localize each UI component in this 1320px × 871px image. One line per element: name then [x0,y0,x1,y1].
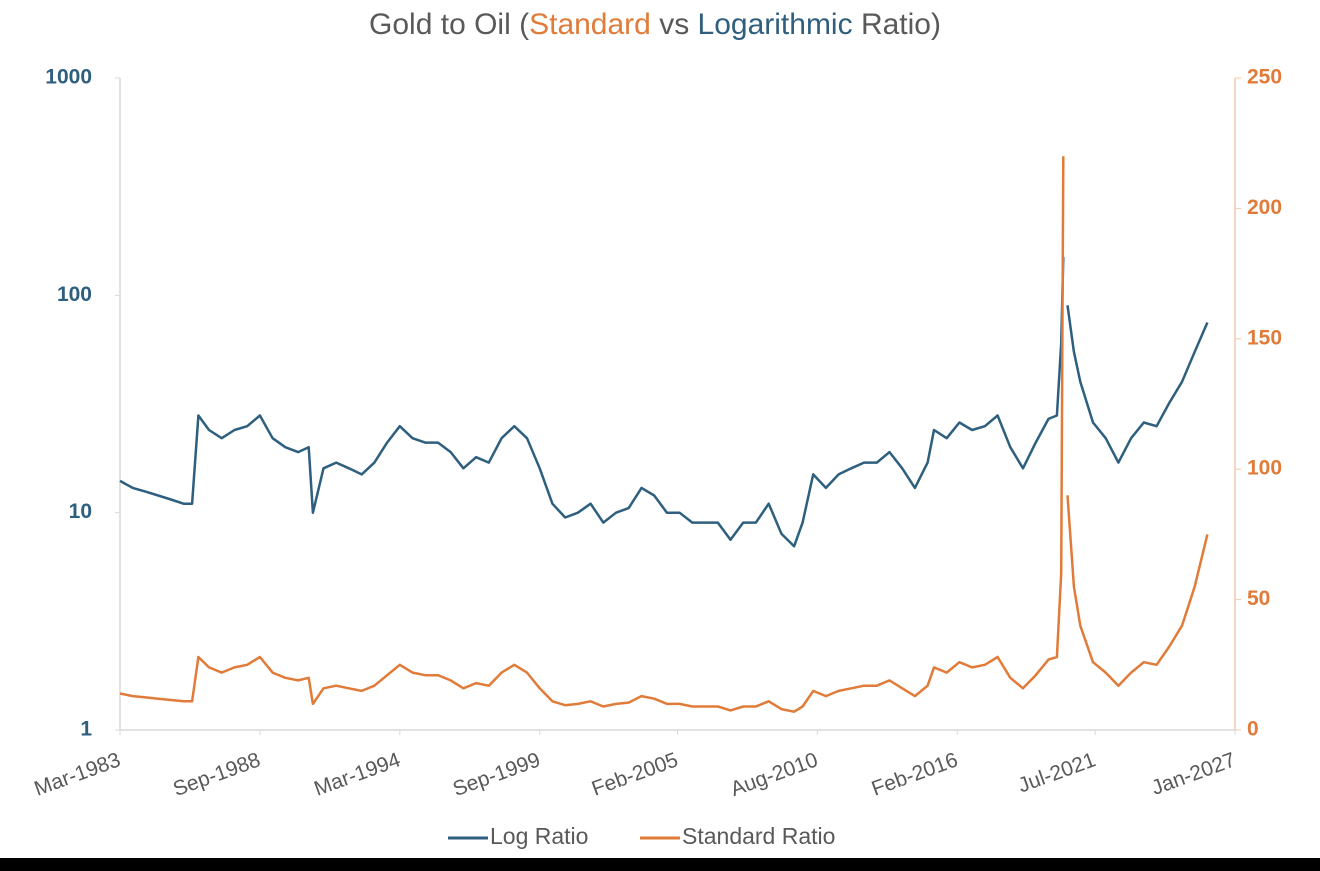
y2-tick-label: 0 [1247,718,1259,741]
y-tick-label: 10 [69,500,92,523]
title-part: vs [651,8,698,41]
title-part: Ratio) [853,8,941,41]
series-line [1066,305,1209,464]
legend-label: Standard Ratio [682,823,835,849]
y2-tick-label: 200 [1247,196,1282,219]
series-line [1066,495,1209,687]
y2-tick-label: 100 [1247,457,1282,480]
series-line [119,257,1065,548]
title-part: Standard [529,8,651,41]
y-tick-label: 100 [57,283,92,306]
title-part: Gold to Oil ( [369,8,529,41]
y2-tick-label: 150 [1247,326,1282,349]
chart-title: Gold to Oil (Standard vs Logarithmic Rat… [369,8,941,41]
bottom-bar [0,858,1320,871]
title-part: Logarithmic [698,8,853,41]
y-tick-label: 1 [80,718,92,741]
y2-tick-label: 250 [1247,66,1282,89]
series-line [119,156,1065,713]
y2-tick-label: 50 [1247,587,1270,610]
legend-label: Log Ratio [490,823,588,849]
y-tick-label: 1000 [45,66,92,89]
